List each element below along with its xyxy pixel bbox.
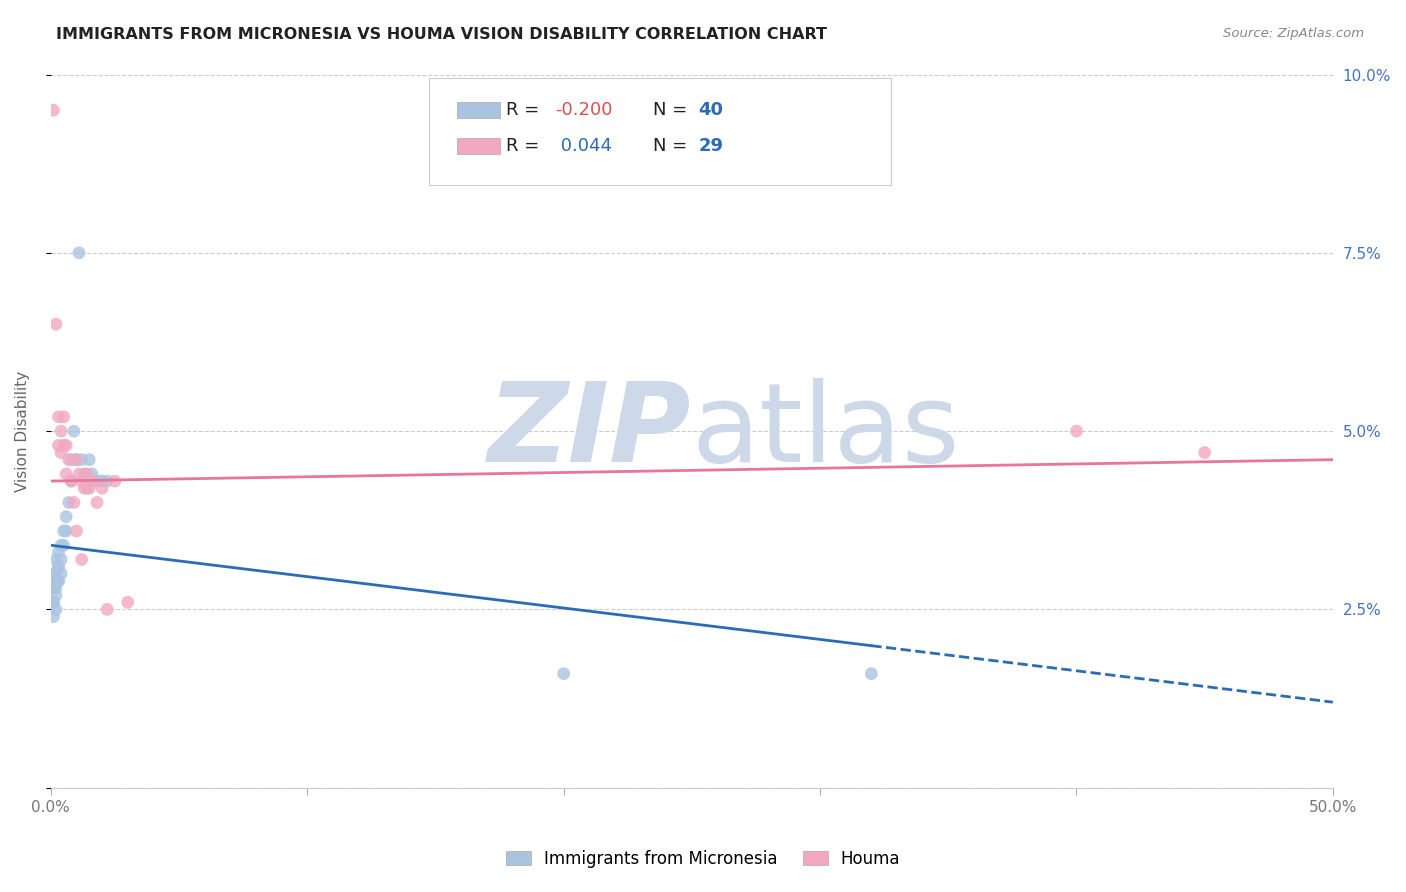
Point xyxy=(49,566,72,581)
Point xyxy=(55,509,77,524)
Point xyxy=(65,452,87,467)
Point xyxy=(86,474,108,488)
Point xyxy=(70,552,93,566)
Point xyxy=(42,595,65,609)
Point xyxy=(49,445,72,459)
Point xyxy=(48,574,70,588)
Point xyxy=(104,474,127,488)
Point xyxy=(48,409,70,424)
Point xyxy=(42,595,65,609)
Point xyxy=(48,574,70,588)
Point xyxy=(52,438,75,452)
Point xyxy=(42,566,65,581)
Text: R =: R = xyxy=(506,136,546,155)
Point xyxy=(42,581,65,595)
Legend: Immigrants from Micronesia, Houma: Immigrants from Micronesia, Houma xyxy=(499,844,907,875)
Point xyxy=(60,452,83,467)
Point xyxy=(55,467,77,481)
Point xyxy=(49,552,72,566)
Point xyxy=(42,103,65,118)
FancyBboxPatch shape xyxy=(457,103,499,118)
Text: 40: 40 xyxy=(699,101,723,120)
Point xyxy=(1194,445,1216,459)
Text: -0.200: -0.200 xyxy=(555,101,612,120)
Text: 0.044: 0.044 xyxy=(555,136,612,155)
Point xyxy=(55,524,77,538)
Text: R =: R = xyxy=(506,101,546,120)
Point xyxy=(45,574,67,588)
Text: atlas: atlas xyxy=(692,377,960,484)
Text: ZIP: ZIP xyxy=(488,377,692,484)
Point xyxy=(60,474,83,488)
Point xyxy=(73,481,96,495)
Point xyxy=(49,424,72,438)
Text: N =: N = xyxy=(654,101,693,120)
Point xyxy=(76,481,98,495)
Point xyxy=(553,666,575,681)
Point xyxy=(52,538,75,552)
FancyBboxPatch shape xyxy=(457,138,499,153)
Point xyxy=(45,588,67,602)
Point xyxy=(48,559,70,574)
Point xyxy=(67,467,90,481)
Point xyxy=(70,474,93,488)
Point xyxy=(63,495,86,509)
Point xyxy=(91,481,114,495)
FancyBboxPatch shape xyxy=(429,78,890,185)
Point xyxy=(63,424,86,438)
Point xyxy=(65,452,87,467)
Point xyxy=(80,474,103,488)
Point xyxy=(76,467,98,481)
Point xyxy=(67,245,90,260)
Point xyxy=(117,595,139,609)
Point xyxy=(48,545,70,559)
Point xyxy=(65,524,87,538)
Point xyxy=(52,524,75,538)
Point xyxy=(1066,424,1088,438)
Point xyxy=(55,438,77,452)
Point xyxy=(48,559,70,574)
Point xyxy=(42,581,65,595)
Point xyxy=(96,474,118,488)
Point xyxy=(80,467,103,481)
Point xyxy=(52,409,75,424)
Point xyxy=(73,467,96,481)
Point xyxy=(45,602,67,616)
Point xyxy=(79,481,101,495)
Point xyxy=(86,495,108,509)
Point xyxy=(96,602,118,616)
Text: IMMIGRANTS FROM MICRONESIA VS HOUMA VISION DISABILITY CORRELATION CHART: IMMIGRANTS FROM MICRONESIA VS HOUMA VISI… xyxy=(56,27,827,42)
Y-axis label: Vision Disability: Vision Disability xyxy=(15,370,30,491)
Point xyxy=(58,495,80,509)
Point xyxy=(58,452,80,467)
Point xyxy=(45,317,67,331)
Point xyxy=(42,609,65,624)
Point xyxy=(45,566,67,581)
Point xyxy=(60,474,83,488)
Point xyxy=(45,581,67,595)
Point xyxy=(45,552,67,566)
Point xyxy=(860,666,883,681)
Text: N =: N = xyxy=(654,136,693,155)
Point xyxy=(49,538,72,552)
Point xyxy=(48,438,70,452)
Point xyxy=(79,452,101,467)
Point xyxy=(91,474,114,488)
Point xyxy=(70,452,93,467)
Text: 29: 29 xyxy=(699,136,723,155)
Text: Source: ZipAtlas.com: Source: ZipAtlas.com xyxy=(1223,27,1364,40)
